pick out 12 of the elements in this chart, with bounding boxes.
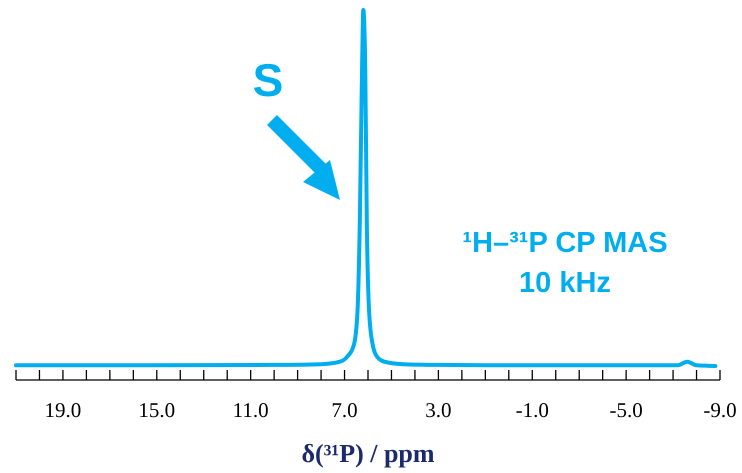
x-tick-label: -9.0 <box>703 398 737 422</box>
x-tick-label: 7.0 <box>331 398 358 422</box>
x-tick-label: 3.0 <box>425 398 452 422</box>
x-tick-label: 19.0 <box>44 398 82 422</box>
annotation: ¹H–³¹P CP MAS <box>462 227 668 259</box>
x-axis-title: δ(³¹P) / ppm <box>301 439 435 468</box>
x-tick-label: -1.0 <box>516 398 549 422</box>
annotation: 10 kHz <box>519 267 611 299</box>
x-tick-label: -5.0 <box>610 398 643 422</box>
x-tick-label: 11.0 <box>232 398 269 422</box>
annotation: S <box>252 54 284 106</box>
x-tick-label: 15.0 <box>138 398 176 422</box>
